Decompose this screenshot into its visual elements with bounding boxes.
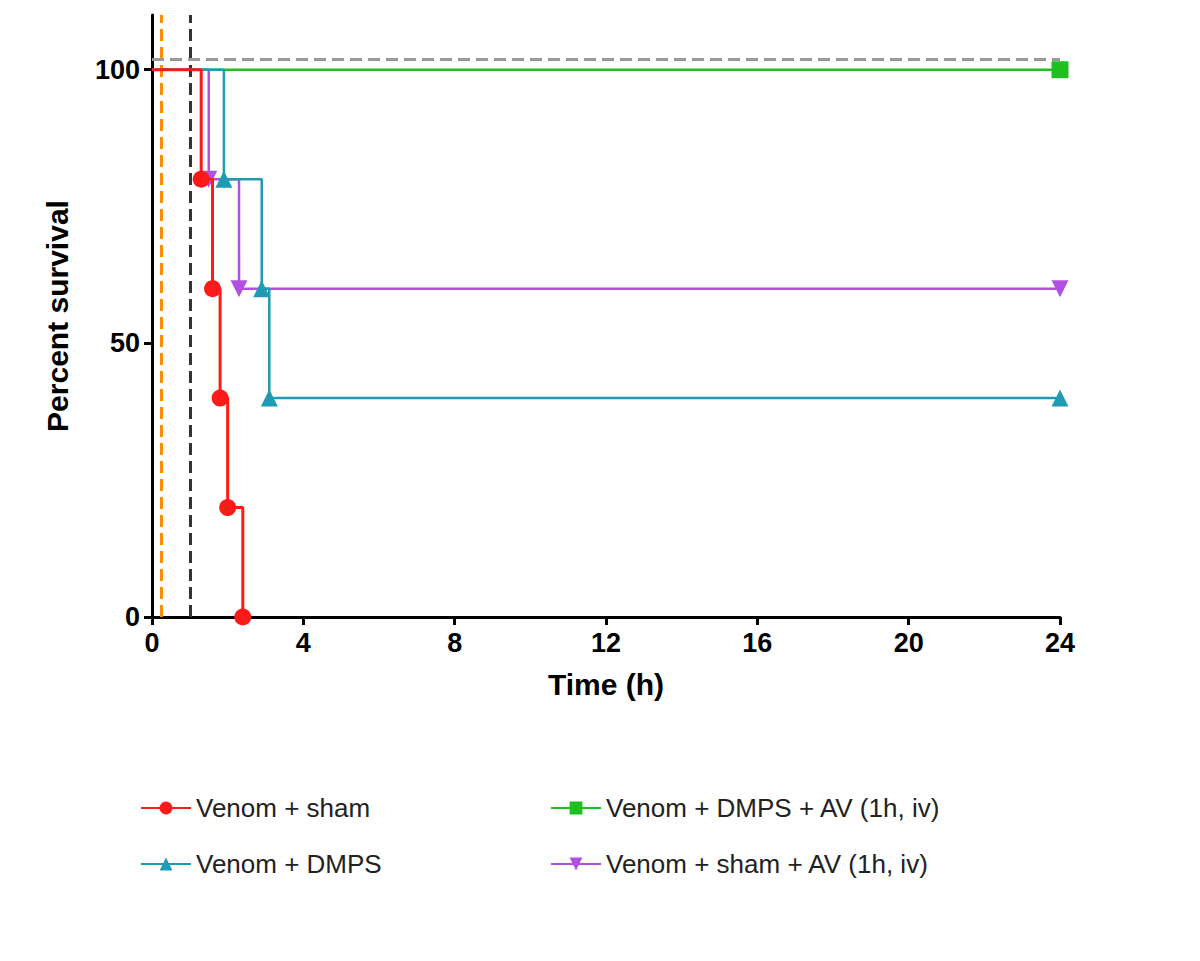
svg-text:Percent survival: Percent survival xyxy=(41,200,74,432)
svg-text:0: 0 xyxy=(125,602,140,632)
svg-text:50: 50 xyxy=(110,328,140,358)
svg-text:100: 100 xyxy=(95,55,140,85)
svg-text:16: 16 xyxy=(742,628,772,658)
svg-text:Venom + DMPS: Venom + DMPS xyxy=(196,849,382,879)
svg-text:8: 8 xyxy=(447,628,462,658)
svg-text:Venom + sham + AV (1h, iv): Venom + sham + AV (1h, iv) xyxy=(606,849,928,879)
svg-text:0: 0 xyxy=(144,628,159,658)
svg-text:Venom + sham: Venom + sham xyxy=(196,793,370,823)
svg-text:Time (h): Time (h) xyxy=(548,668,664,701)
svg-text:20: 20 xyxy=(894,628,924,658)
svg-text:24: 24 xyxy=(1045,628,1075,658)
svg-text:12: 12 xyxy=(591,628,621,658)
svg-text:4: 4 xyxy=(296,628,311,658)
svg-text:Venom + DMPS + AV (1h, iv): Venom + DMPS + AV (1h, iv) xyxy=(606,793,939,823)
